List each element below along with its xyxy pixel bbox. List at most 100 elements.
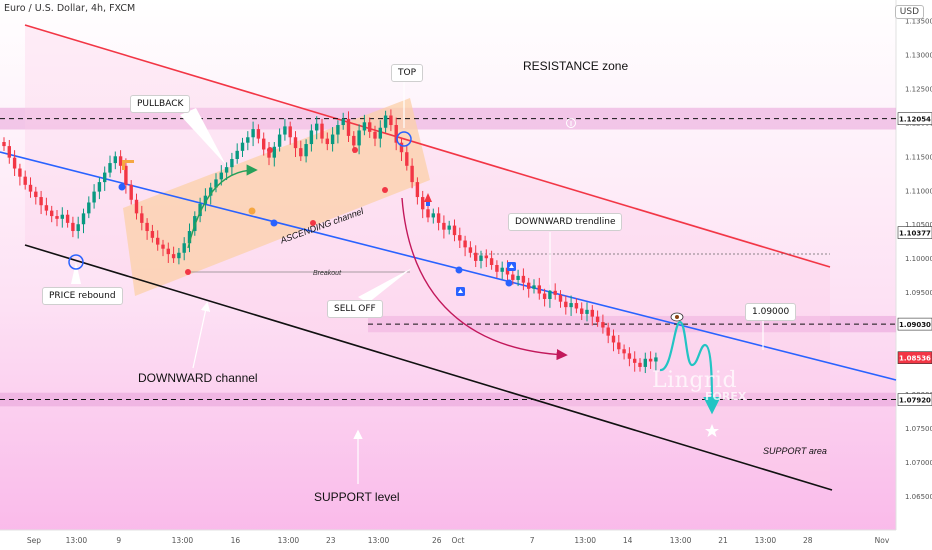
price-axis-background (896, 0, 932, 530)
candle-body (410, 165, 414, 183)
candle-body (452, 225, 457, 236)
x-tick-label: Oct (452, 536, 465, 545)
candle-body (177, 252, 181, 259)
candle-body (606, 327, 610, 336)
candle-body (156, 237, 160, 245)
y-tick-label: 1.12500 (905, 85, 932, 93)
candle-body (394, 125, 398, 143)
projection-path (659, 320, 721, 415)
candle-body (362, 122, 367, 131)
candle-body (643, 358, 647, 367)
candle-body (267, 149, 271, 158)
candle-body (50, 210, 54, 217)
candle-body (484, 255, 488, 259)
candle-body (81, 213, 86, 225)
candle-body (23, 176, 27, 185)
candle-body (431, 213, 435, 218)
candle-body (373, 131, 377, 139)
candle-body (34, 191, 38, 198)
candle-body (209, 187, 213, 196)
candle-body (399, 142, 404, 153)
ascending-channel-fill (123, 98, 430, 296)
pullback-callout: PULLBACK (130, 95, 191, 113)
support-channel-line (24, 244, 833, 491)
candle-body (479, 255, 483, 261)
candle-body (18, 168, 22, 177)
candle-body (611, 335, 616, 343)
candle-body (251, 129, 255, 138)
candle-body (124, 165, 128, 185)
candle-body (293, 137, 298, 149)
downward-channel-pointer (192, 301, 211, 369)
candle-body (65, 214, 70, 223)
target-price-callout: 1.09000 (745, 303, 797, 321)
x-tick-label: 28 (803, 536, 813, 545)
x-tick-label: Nov (875, 536, 890, 545)
hammer-icon (122, 160, 134, 170)
candle-body (627, 353, 632, 359)
y-tick-label: 1.10000 (905, 255, 932, 263)
breakout-label: Breakout (313, 270, 342, 277)
y-tick-label: 1.07000 (905, 459, 932, 467)
x-tick-label: 23 (326, 536, 336, 545)
candle-body (134, 199, 139, 214)
candle-body (336, 125, 340, 135)
candle-body (585, 309, 589, 314)
x-tick-label: 13:00 (574, 536, 596, 545)
candle-body (97, 182, 102, 192)
candle-body (2, 142, 6, 147)
candle-body (330, 134, 335, 145)
candle-body (92, 191, 96, 203)
candle-body (87, 202, 91, 214)
price-tag-box (897, 351, 932, 364)
info-icon (566, 118, 576, 128)
candle-body (103, 172, 107, 183)
y-tick-label: 1.10500 (905, 221, 932, 229)
candle-body (421, 197, 425, 210)
candle-body (140, 213, 144, 223)
candle-body (187, 231, 192, 244)
candle-body (283, 126, 287, 135)
rocket-icon (424, 193, 432, 206)
candle-body (564, 301, 568, 308)
candle-body (500, 267, 504, 272)
candle-body (505, 267, 510, 275)
currency-button[interactable]: USD (894, 5, 924, 19)
price-tag-box (897, 317, 932, 331)
candle-body (638, 362, 642, 367)
x-tick-label: 16 (231, 536, 241, 545)
y-tick-label: 1.13000 (905, 51, 932, 59)
zone-band (0, 392, 896, 407)
price-tag-label: 1.12054 (899, 116, 931, 124)
candle-body (76, 224, 80, 232)
candle-body (648, 358, 653, 362)
candle-body (161, 244, 165, 249)
candle-body (320, 123, 324, 139)
rebound-pointer (71, 262, 81, 284)
candlesticks (2, 109, 658, 374)
x-tick-label: Sep (27, 536, 41, 545)
candle-body (352, 135, 356, 146)
candle-body (256, 129, 261, 139)
candle-body (325, 138, 329, 145)
candle-body (272, 146, 276, 158)
price-rebound-callout: PRICE rebound (42, 287, 123, 305)
candle-body (389, 115, 393, 126)
x-tick-label: 13:00 (278, 536, 300, 545)
star-icon (705, 424, 719, 437)
top-callout: TOP (391, 64, 424, 82)
price-tag-box (897, 226, 932, 239)
candle-body (55, 216, 59, 219)
candle-body (7, 146, 11, 158)
candle-body (224, 167, 229, 173)
candle-body (240, 142, 245, 151)
candle-body (182, 243, 186, 253)
watermark-brand: Lingrid (652, 368, 738, 393)
candle-body (521, 275, 526, 283)
candle-body (219, 172, 223, 180)
downward-channel-fill (25, 25, 830, 490)
support-level-label: SUPPORT level (314, 490, 400, 504)
price-tag-label: 1.10377 (899, 230, 931, 238)
candle-body (553, 290, 557, 295)
